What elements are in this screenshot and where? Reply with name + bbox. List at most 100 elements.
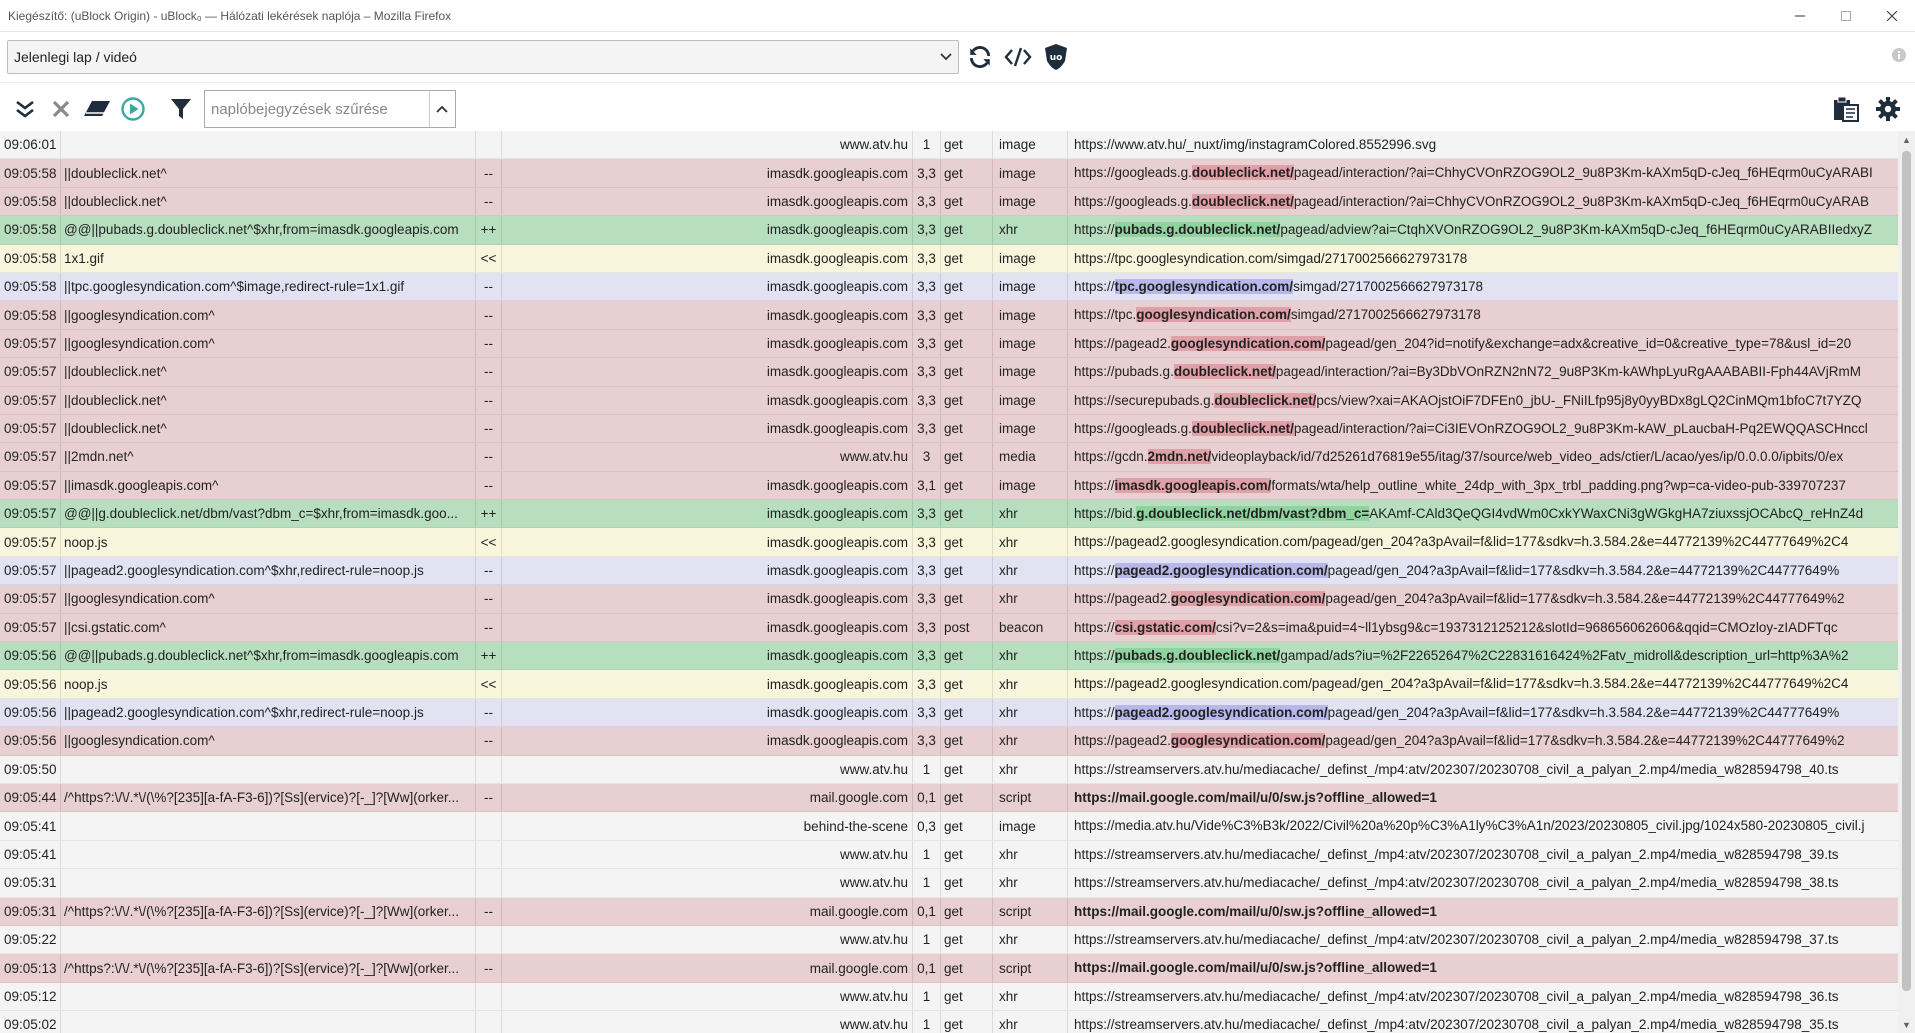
log-filter-input[interactable] [204, 90, 456, 128]
entry-result: -- [475, 329, 501, 358]
entry-url: https://streamservers.atv.hu/mediacache/… [1067, 925, 1898, 954]
log-entry-row[interactable]: 09:05:57 ||csi.gstatic.com^ -- imasdk.googl… [0, 613, 1898, 643]
scroll-down-arrow-icon[interactable]: ▼ [1902, 1019, 1911, 1030]
eraser-icon [84, 101, 110, 116]
log-entry-row[interactable]: 09:05:41 www.atv.hu 1 get xhr https://streams… [0, 840, 1898, 870]
log-entry-row[interactable]: 09:05:02 www.atv.hu 1 get xhr https://streams… [0, 1011, 1898, 1033]
dom-inspector-button[interactable] [1001, 40, 1035, 74]
entry-filter: ||googlesyndication.com^ [60, 585, 475, 613]
log-entry-row[interactable]: 09:05:57 @@||g.doubleclick.net/dbm/vast?d… [0, 500, 1898, 529]
url-suffix: pagead/gen_204?a3pAvail=f&lid=177&sdkv=h… [1327, 562, 1840, 578]
entry-method: get [940, 500, 992, 528]
log-entry-row[interactable]: 09:05:56 ||pagead2.googlesyndication.com^… [0, 698, 1898, 728]
entry-context: mail.google.com [501, 897, 912, 925]
entry-filter [60, 1011, 475, 1033]
ublock-dashboard-button[interactable]: uo [1039, 40, 1073, 74]
filter-expression-toggle[interactable] [428, 91, 455, 127]
export-button[interactable] [1829, 92, 1863, 126]
filter-toggle-button[interactable] [164, 92, 198, 126]
log-entry-row[interactable]: 09:05:12 www.atv.hu 1 get xhr https://streams… [0, 982, 1898, 1012]
entry-filter: @@||pubads.g.doubleclick.net^$xhr,from=i… [60, 216, 475, 244]
close-window-button[interactable] [1869, 0, 1915, 31]
entry-time: 09:06:01 [4, 137, 57, 153]
entry-filter: @@||pubads.g.doubleclick.net^$xhr,from=i… [60, 642, 475, 670]
tab-select[interactable]: Jelenlegi lap / videó [7, 40, 959, 74]
maximize-button[interactable] [1823, 0, 1869, 31]
entry-party: 3,1 [912, 471, 940, 500]
entry-context: imasdk.googleapis.com [501, 244, 912, 272]
log-entry-row[interactable]: 09:05:44/^https?:\/\/.*\/(\%?[235][a-fA-… [0, 783, 1898, 813]
entry-type: xhr [992, 642, 1067, 670]
log-entry-row[interactable]: 09:05:58 ||doubleclick.net^ -- imasdk.googl… [0, 187, 1898, 217]
entry-url: https://streamservers.atv.hu/mediacache/… [1067, 1011, 1898, 1033]
url-suffix: formats/wta/help_outline_white_24dp_with… [1271, 477, 1846, 493]
entry-result: -- [475, 358, 501, 386]
entry-url: https://mail.google.com/mail/u/0/sw.js?o… [1067, 897, 1898, 925]
settings-button[interactable] [1871, 92, 1905, 126]
log-entry-row[interactable]: 09:05:31/^https?:\/\/.*\/(\%?[235][a-fA-… [0, 897, 1898, 926]
log-entry-row[interactable]: 09:05:56 ||googlesyndication.com^ -- imasdk… [0, 727, 1898, 756]
clipboard-export-icon [1834, 96, 1859, 122]
log-entry-row[interactable]: 09:05:22 www.atv.hu 1 get xhr https://streams… [0, 925, 1898, 955]
entry-filter: ||googlesyndication.com^ [60, 329, 475, 358]
log-entry-row[interactable]: 09:05:57 ||doubleclick.net^ -- imasdk.googl… [0, 386, 1898, 415]
entry-time: 09:05:02 [4, 1017, 57, 1033]
entry-url: https://googleads.g.doubleclick.net/page… [1067, 187, 1898, 216]
log-entry-row[interactable]: 09:05:58 ||tpc.googlesyndication.com^$ima… [0, 272, 1898, 302]
log-entry-row[interactable]: 09:05:58 ||googlesyndication.com^ -- imasdk… [0, 301, 1898, 330]
play-button[interactable] [116, 92, 150, 126]
entry-type: image [992, 386, 1067, 414]
log-entry-row[interactable]: 09:05:58 @@||pubads.g.doubleclick.net^$xh… [0, 216, 1898, 245]
log-entry-row[interactable]: 09:05:41 behind-the-scene 0,3 get image https… [0, 812, 1898, 841]
log-entry-row[interactable]: 09:05:13/^https?:\/\/.*\/(\%?[235][a-fA-… [0, 954, 1898, 983]
log-entry-row[interactable]: 09:05:57 ||googlesyndication.com^ -- imasdk… [0, 585, 1898, 614]
toolbar-right-group [1823, 92, 1907, 126]
log-entry-row[interactable]: 09:05:31 www.atv.hu 1 get xhr https://streams… [0, 869, 1898, 898]
log-entry-row[interactable]: 09:06:01 www.atv.hu 1 get image https://www.a… [0, 131, 1898, 160]
entry-time: 09:05:41 [4, 818, 57, 834]
entry-filter: ||doubleclick.net^ [60, 358, 475, 386]
url-prefix: https://streamservers.atv.hu/mediacache/… [1074, 931, 1839, 947]
reload-button[interactable] [963, 40, 997, 74]
clear-button[interactable] [44, 92, 78, 126]
scroll-up-arrow-icon[interactable]: ▲ [1902, 134, 1911, 145]
erase-button[interactable] [80, 92, 114, 126]
log-entry-row[interactable]: 09:05:50 www.atv.hu 1 get xhr https://streams… [0, 755, 1898, 784]
entry-party: 3,3 [912, 414, 940, 443]
log-scrollbar[interactable]: ▲ ▼ [1898, 131, 1915, 1033]
log-entry-row[interactable]: 09:05:57 ||imasdk.googleapis.com^ -- imasdk… [0, 471, 1898, 501]
entry-result [475, 925, 501, 954]
log-entry-row[interactable]: 09:05:57 ||2mdn.net^ -- www.atv.hu 3 get media… [0, 443, 1898, 472]
entry-context: www.atv.hu [501, 925, 912, 954]
info-button[interactable] [1891, 47, 1907, 68]
entry-type: script [992, 783, 1067, 812]
log-filter-field[interactable] [205, 99, 429, 119]
entry-result: << [475, 528, 501, 556]
log-entry-row[interactable]: 09:05:56 noop.js << imasdk.googleapis.com 3,… [0, 670, 1898, 699]
log-entry-row[interactable]: 09:05:58 1x1.gif << imasdk.googleapis.com 3,… [0, 244, 1898, 273]
log-entry-row[interactable]: 09:05:57 ||googlesyndication.com^ -- imasdk… [0, 329, 1898, 359]
entry-type: xhr [992, 698, 1067, 727]
log-entry-row[interactable]: 09:05:57 ||doubleclick.net^ -- imasdk.googl… [0, 414, 1898, 444]
log-entry-row[interactable]: 09:05:57 ||doubleclick.net^ -- imasdk.googl… [0, 358, 1898, 387]
entry-filter: noop.js [60, 670, 475, 698]
entry-time: 09:05:12 [4, 988, 57, 1004]
scrollbar-thumb[interactable] [1902, 151, 1911, 991]
entry-url: https://tpc.googlesyndication.com/simgad… [1067, 301, 1898, 329]
entry-method: get [940, 670, 992, 698]
expand-button[interactable] [8, 92, 42, 126]
entry-url: https://mail.google.com/mail/u/0/sw.js?o… [1067, 954, 1898, 982]
entry-time: 09:05:58 [4, 193, 57, 209]
minimize-button[interactable] [1777, 0, 1823, 31]
log-entry-row[interactable]: 09:05:56 @@||pubads.g.doubleclick.net^$xh… [0, 642, 1898, 671]
log-entry-row[interactable]: 09:05:57 noop.js << imasdk.googleapis.com 3,… [0, 528, 1898, 557]
window-controls [1777, 0, 1915, 31]
entry-result: -- [475, 897, 501, 925]
entry-type: image [992, 471, 1067, 500]
log-entry-row[interactable]: 09:05:58 ||doubleclick.net^ -- imasdk.googl… [0, 159, 1898, 188]
entry-result: -- [475, 443, 501, 471]
log-entry-row[interactable]: 09:05:57 ||pagead2.googlesyndication.com^… [0, 556, 1898, 586]
entry-result: -- [475, 613, 501, 642]
entry-party: 3,3 [912, 500, 940, 528]
entry-filter: ||pagead2.googlesyndication.com^$xhr,red… [60, 556, 475, 585]
